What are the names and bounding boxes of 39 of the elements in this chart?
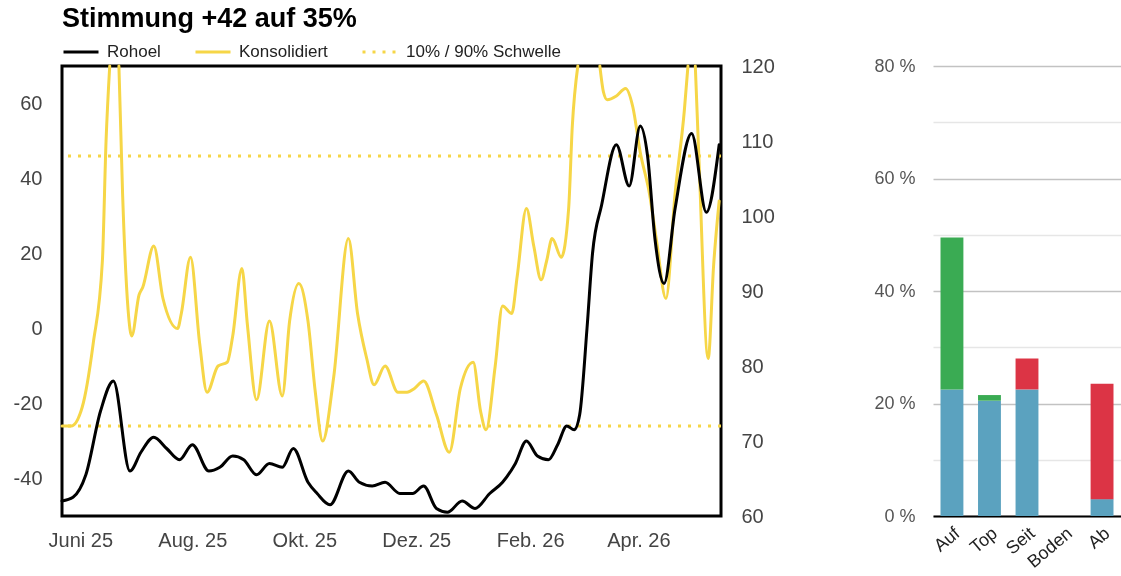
bar bbox=[1090, 383, 1114, 500]
y-tick-label: 60 % bbox=[874, 168, 916, 188]
bar bbox=[940, 237, 964, 390]
bar bbox=[1015, 389, 1039, 516]
x-tick-label: Aug. 25 bbox=[158, 528, 228, 551]
y2-tick-label: 120 bbox=[741, 54, 775, 77]
x-tick-label: Top bbox=[965, 522, 1002, 557]
y-tick-label: -40 bbox=[13, 467, 43, 489]
y-tick-label: 0 bbox=[31, 317, 43, 339]
x-tick-label: Auf bbox=[929, 522, 965, 556]
y2-tick-label: 110 bbox=[741, 129, 774, 152]
y-tick-label: -20 bbox=[13, 392, 43, 414]
y2-tick-label: 60 bbox=[741, 504, 764, 527]
y2-tick-label: 90 bbox=[741, 279, 764, 302]
x-tick-label: Okt. 25 bbox=[272, 528, 338, 551]
y2-tick-label: 100 bbox=[741, 204, 775, 227]
y-tick-label: 20 % bbox=[874, 393, 916, 413]
x-tick-label: Dez. 25 bbox=[382, 528, 452, 551]
x-tick-label: Apr. 26 bbox=[607, 528, 671, 551]
x-tick-label: Ab bbox=[1083, 522, 1114, 553]
y2-tick-label: 80 bbox=[741, 354, 764, 377]
y-tick-label: 0 % bbox=[884, 505, 916, 526]
y2-tick-label: 70 bbox=[741, 429, 764, 452]
y-tick-label: 40 bbox=[20, 167, 43, 189]
bar bbox=[1090, 499, 1114, 516]
bar bbox=[978, 400, 1001, 516]
x-tick-label: Juni 25 bbox=[48, 528, 114, 551]
legend-label: Konsolidiert bbox=[239, 42, 329, 61]
y-tick-label: 20 bbox=[20, 242, 43, 264]
bar bbox=[978, 395, 1001, 401]
bar bbox=[1015, 358, 1039, 390]
legend-label: 10% / 90% Schwelle bbox=[406, 42, 561, 61]
y-tick-label: 80 % bbox=[874, 55, 916, 76]
legend-label: Rohoel bbox=[107, 42, 161, 61]
y-tick-label: 40 % bbox=[874, 280, 916, 301]
x-tick-label: Feb. 26 bbox=[496, 528, 565, 551]
bar bbox=[940, 389, 964, 516]
chart-title: Stimmung +42 auf 35% bbox=[62, 3, 357, 33]
y-tick-label: 60 bbox=[20, 92, 43, 114]
